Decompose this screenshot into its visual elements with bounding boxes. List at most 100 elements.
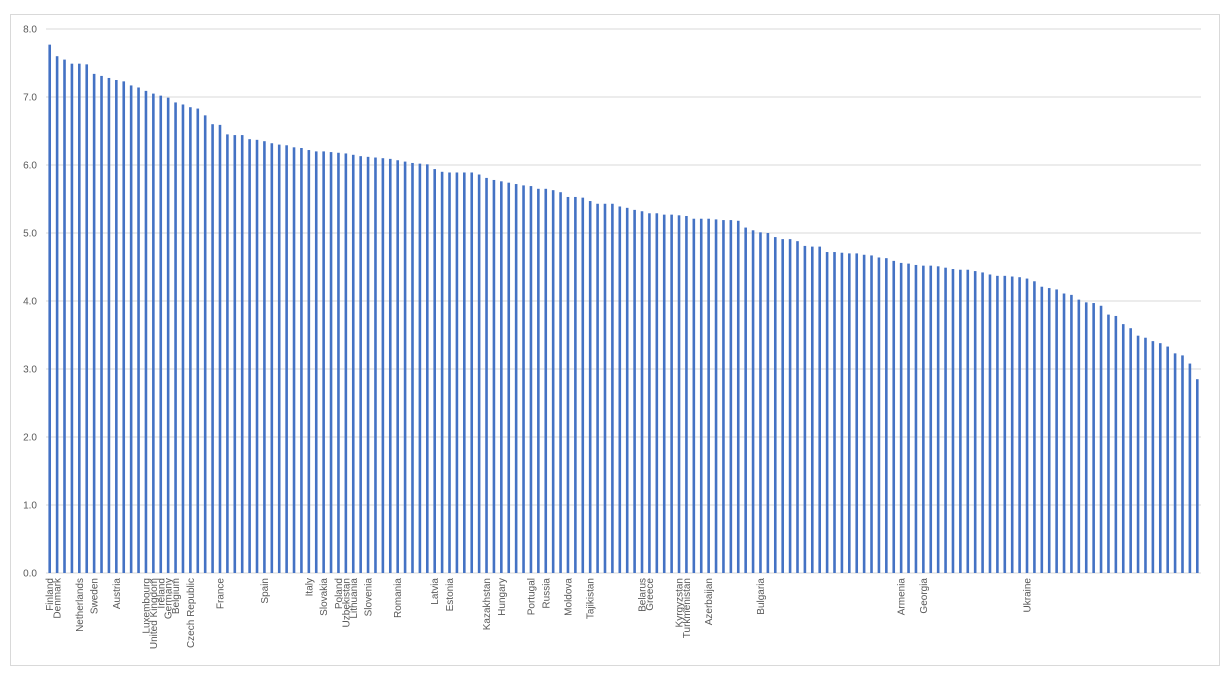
bar	[440, 171, 444, 574]
bar	[181, 104, 185, 573]
x-tick-label: Denmark	[53, 577, 64, 619]
bar	[1158, 343, 1162, 573]
x-tick-label: Germany	[164, 578, 175, 619]
bar	[329, 152, 333, 573]
bar	[996, 275, 999, 573]
bar	[166, 97, 170, 574]
bar	[707, 218, 710, 573]
bar	[1055, 289, 1058, 573]
x-tick-label: Austria	[112, 578, 123, 610]
y-tick-label: 2.0	[23, 433, 37, 444]
bar	[551, 190, 555, 573]
bar	[55, 56, 59, 573]
bar	[1188, 363, 1192, 573]
x-tick-label: Romania	[393, 578, 404, 618]
bar	[1151, 341, 1155, 573]
bar	[115, 80, 118, 573]
x-tick-label: Estonia	[445, 578, 456, 612]
bar	[988, 274, 992, 573]
bar	[1070, 294, 1073, 573]
bar	[1010, 276, 1014, 573]
x-tick-label: Moldova	[563, 578, 574, 616]
bar	[1107, 314, 1110, 573]
bar	[448, 172, 451, 574]
bar	[78, 63, 81, 574]
bar	[1173, 353, 1177, 573]
bar	[559, 192, 562, 573]
bar	[633, 209, 636, 573]
bar	[211, 124, 214, 573]
bar	[1136, 335, 1140, 573]
x-tick-label: Ukraine	[1023, 578, 1034, 613]
x-tick-label: Uzbekistan	[341, 578, 352, 627]
bar	[100, 75, 103, 574]
x-tick-label: Greece	[645, 578, 656, 611]
bar	[337, 152, 340, 573]
x-tick-label: France	[215, 578, 226, 610]
bar	[226, 134, 229, 573]
bar	[892, 260, 896, 573]
x-tick-label: Czech Republic	[186, 578, 197, 648]
bar	[685, 216, 688, 573]
y-tick-label: 5.0	[23, 229, 37, 240]
x-tick-label: Poland	[334, 578, 345, 609]
bar	[959, 269, 962, 573]
x-tick-label: Azerbaijan	[704, 578, 715, 625]
x-tick-label: Armenia	[897, 578, 908, 616]
bar	[455, 172, 459, 574]
bar	[588, 201, 592, 574]
y-tick-label: 3.0	[23, 365, 37, 376]
bar	[825, 252, 829, 574]
bar	[1077, 299, 1081, 573]
bar	[203, 115, 207, 574]
bar	[870, 255, 873, 573]
y-tick-label: 1.0	[23, 501, 37, 512]
bar	[129, 85, 133, 573]
bar	[773, 237, 777, 573]
bar	[507, 182, 511, 573]
x-tick-label: Belarus	[638, 578, 649, 612]
bar	[885, 258, 888, 573]
bar	[322, 151, 325, 573]
x-tick-label: Turkmenistan	[682, 578, 693, 638]
bar	[388, 158, 392, 573]
bar	[1144, 337, 1147, 573]
bar	[477, 174, 481, 573]
bar	[981, 272, 984, 573]
bar	[611, 203, 614, 573]
bar	[722, 220, 725, 573]
bar	[648, 213, 651, 573]
bar	[929, 265, 933, 573]
x-tick-label: Latvia	[430, 578, 441, 605]
bar	[692, 218, 696, 573]
bar	[374, 157, 377, 573]
x-tick-label: Netherlands	[75, 578, 86, 632]
bar	[662, 214, 666, 573]
bar	[899, 262, 903, 573]
bar	[544, 188, 548, 574]
bar	[314, 151, 318, 573]
bar	[566, 196, 570, 573]
bar	[1181, 355, 1184, 573]
bar	[1040, 286, 1044, 573]
bar	[944, 267, 947, 573]
bar	[714, 219, 718, 573]
bar	[48, 44, 52, 573]
bar	[855, 253, 859, 573]
bar	[1092, 303, 1095, 573]
bar	[1025, 278, 1029, 573]
bar	[1114, 315, 1118, 573]
bar	[196, 108, 200, 573]
bar	[1099, 305, 1103, 573]
bar	[107, 77, 111, 574]
bar	[277, 144, 281, 573]
x-tick-label: Luxembourg	[141, 578, 152, 634]
bar	[152, 93, 155, 573]
bar	[603, 203, 607, 573]
bar	[803, 245, 807, 574]
bar	[951, 269, 955, 573]
bar	[425, 164, 429, 573]
bar	[574, 196, 577, 573]
x-tick-label: Kazakhstan	[482, 578, 493, 630]
